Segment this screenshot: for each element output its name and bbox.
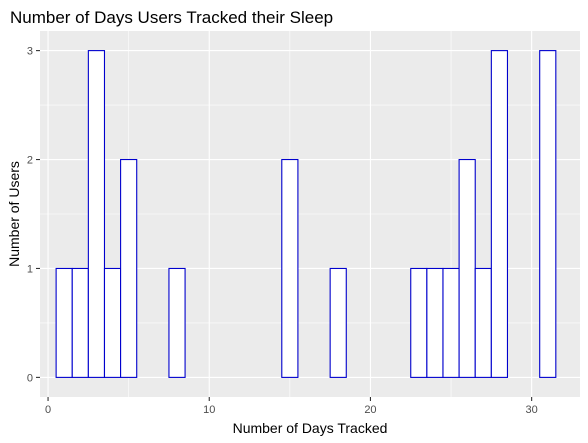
histogram-bar: [474, 267, 492, 378]
x-axis-title: Number of Days Tracked: [233, 420, 388, 436]
y-tick-label: 2: [27, 155, 33, 167]
histogram-bar: [87, 50, 106, 378]
histogram-bar: [103, 267, 122, 378]
x-tick-label: 20: [364, 404, 376, 416]
y-axis-ticks: 0 1 2 3: [27, 46, 40, 384]
histogram-bar: [458, 158, 476, 378]
x-tick-label: 0: [45, 404, 51, 416]
x-tick-label: 30: [526, 404, 538, 416]
histogram-bar: [168, 267, 186, 378]
histogram-bar: [71, 267, 89, 378]
y-tick-label: 1: [27, 263, 33, 275]
histogram-bar: [281, 158, 299, 378]
x-tick-label: 10: [203, 404, 215, 416]
y-tick-label: 0: [27, 372, 33, 384]
chart-title: Number of Days Users Tracked their Sleep: [10, 8, 333, 27]
histogram-bar: [55, 267, 73, 378]
histogram-bar: [539, 50, 557, 378]
histogram-bar: [426, 267, 444, 378]
histogram-bar: [442, 267, 460, 378]
y-tick-label: 3: [27, 46, 33, 58]
x-axis-ticks: 0 10 20 30: [45, 397, 538, 416]
histogram-bars: [55, 50, 557, 378]
histogram-bar: [120, 158, 138, 378]
histogram-bar: [490, 50, 509, 378]
histogram-bar: [329, 267, 347, 378]
histogram-bar: [410, 267, 428, 378]
y-axis-title: Number of Users: [6, 161, 22, 267]
